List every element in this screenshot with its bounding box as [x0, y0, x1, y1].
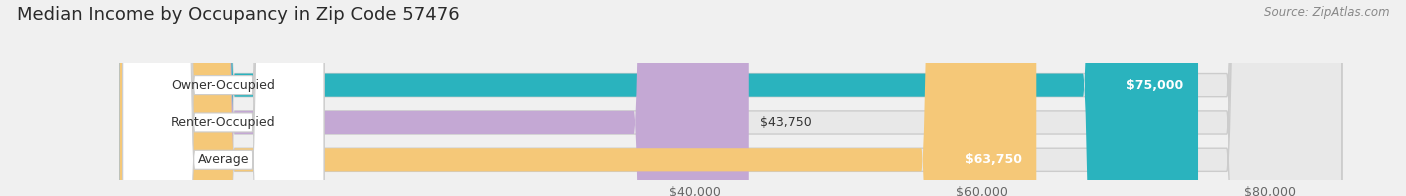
FancyBboxPatch shape [122, 0, 323, 196]
Text: $75,000: $75,000 [1126, 79, 1184, 92]
FancyBboxPatch shape [120, 0, 1036, 196]
FancyBboxPatch shape [122, 0, 323, 196]
FancyBboxPatch shape [120, 0, 1341, 196]
Text: $43,750: $43,750 [761, 116, 813, 129]
Text: $63,750: $63,750 [965, 153, 1022, 166]
FancyBboxPatch shape [120, 0, 1341, 196]
Text: Median Income by Occupancy in Zip Code 57476: Median Income by Occupancy in Zip Code 5… [17, 6, 460, 24]
FancyBboxPatch shape [122, 0, 323, 196]
Text: Owner-Occupied: Owner-Occupied [172, 79, 276, 92]
FancyBboxPatch shape [120, 0, 1198, 196]
FancyBboxPatch shape [120, 0, 1341, 196]
Text: Source: ZipAtlas.com: Source: ZipAtlas.com [1264, 6, 1389, 19]
FancyBboxPatch shape [120, 0, 749, 196]
Text: Average: Average [198, 153, 249, 166]
Text: Renter-Occupied: Renter-Occupied [172, 116, 276, 129]
